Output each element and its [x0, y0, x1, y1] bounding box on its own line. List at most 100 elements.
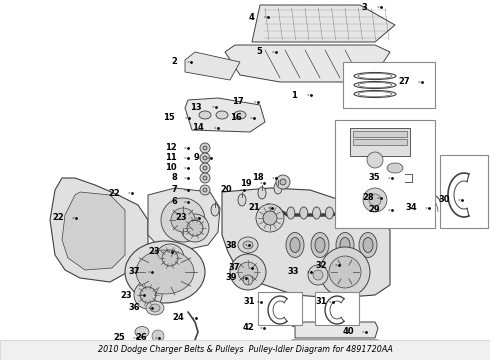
Ellipse shape [359, 233, 377, 257]
Bar [350, 128, 410, 156]
Ellipse shape [234, 111, 246, 119]
Ellipse shape [351, 207, 359, 219]
Text: 31: 31 [316, 297, 327, 306]
Circle shape [200, 173, 210, 183]
Text: 14: 14 [192, 123, 204, 132]
Polygon shape [295, 322, 378, 338]
Text: 21: 21 [248, 203, 260, 212]
Text: 25: 25 [113, 333, 125, 342]
Text: 23: 23 [175, 213, 187, 222]
Circle shape [134, 281, 162, 309]
Text: 2: 2 [171, 58, 177, 67]
Ellipse shape [358, 82, 392, 87]
Text: 32: 32 [316, 261, 327, 270]
Ellipse shape [199, 111, 211, 119]
Circle shape [156, 244, 184, 272]
Text: 23: 23 [148, 248, 160, 256]
Ellipse shape [211, 204, 219, 216]
Ellipse shape [274, 182, 282, 194]
Ellipse shape [338, 207, 346, 219]
Circle shape [203, 156, 207, 160]
Circle shape [367, 152, 383, 168]
Ellipse shape [135, 327, 149, 338]
Text: 4: 4 [248, 13, 254, 22]
Text: 36: 36 [128, 303, 140, 312]
Text: 5: 5 [256, 48, 262, 57]
Ellipse shape [136, 250, 194, 294]
Text: 37: 37 [228, 264, 240, 273]
Text: 35: 35 [368, 174, 380, 183]
Ellipse shape [286, 233, 304, 257]
Ellipse shape [413, 184, 423, 199]
Ellipse shape [238, 237, 258, 253]
Polygon shape [222, 188, 390, 298]
Text: 8: 8 [171, 174, 177, 183]
Ellipse shape [125, 241, 205, 303]
Bar [315, 292, 359, 325]
Text: 34: 34 [405, 203, 417, 212]
Circle shape [203, 166, 207, 170]
Ellipse shape [387, 163, 403, 173]
Text: 41: 41 [335, 346, 347, 355]
Bar [343, 62, 435, 108]
Circle shape [313, 270, 323, 280]
Ellipse shape [364, 207, 372, 219]
Ellipse shape [313, 207, 320, 219]
Text: 30: 30 [439, 195, 450, 204]
Polygon shape [225, 45, 390, 82]
Ellipse shape [243, 241, 253, 249]
Circle shape [152, 330, 164, 342]
Text: 12: 12 [165, 144, 177, 153]
Text: 13: 13 [191, 103, 202, 112]
Circle shape [161, 198, 205, 242]
Circle shape [140, 287, 156, 303]
Ellipse shape [382, 169, 404, 191]
Circle shape [363, 188, 387, 212]
Bar [353, 139, 407, 145]
Circle shape [320, 247, 370, 297]
Circle shape [203, 146, 207, 150]
Ellipse shape [311, 233, 329, 257]
Circle shape [243, 275, 253, 285]
Text: 15: 15 [163, 113, 175, 122]
Circle shape [329, 256, 361, 288]
Text: 10: 10 [166, 163, 177, 172]
Circle shape [230, 254, 266, 290]
Ellipse shape [300, 207, 308, 219]
Bar [335, 120, 435, 228]
Circle shape [256, 204, 284, 232]
Circle shape [162, 250, 178, 266]
Text: 40: 40 [343, 328, 354, 337]
Text: 18: 18 [252, 174, 264, 183]
Text: 20: 20 [220, 185, 232, 194]
Bar [258, 292, 302, 325]
Ellipse shape [274, 207, 282, 219]
Text: 11: 11 [165, 153, 177, 162]
Ellipse shape [340, 238, 350, 252]
Text: 26: 26 [135, 333, 147, 342]
Text: 17: 17 [232, 98, 244, 107]
Text: 19: 19 [241, 179, 252, 188]
Ellipse shape [216, 111, 228, 119]
Polygon shape [148, 188, 220, 250]
Text: 27: 27 [398, 77, 410, 86]
Ellipse shape [325, 207, 333, 219]
Ellipse shape [315, 238, 325, 252]
Circle shape [200, 163, 210, 173]
Ellipse shape [146, 301, 164, 315]
Text: 3: 3 [361, 4, 367, 13]
Text: 7: 7 [171, 185, 177, 194]
Circle shape [187, 220, 203, 236]
Text: 37: 37 [128, 267, 140, 276]
Ellipse shape [238, 194, 246, 206]
Polygon shape [185, 98, 265, 132]
Text: 31: 31 [244, 297, 255, 306]
Text: 22: 22 [52, 213, 64, 222]
Ellipse shape [409, 180, 427, 204]
Text: 2010 Dodge Charger Belts & Pulleys  Pulley-Idler Diagram for 4891720AA: 2010 Dodge Charger Belts & Pulleys Pulle… [98, 346, 392, 355]
Ellipse shape [150, 304, 160, 312]
Circle shape [203, 176, 207, 180]
Text: 39: 39 [225, 274, 237, 283]
Circle shape [200, 153, 210, 163]
Text: 16: 16 [230, 113, 242, 122]
